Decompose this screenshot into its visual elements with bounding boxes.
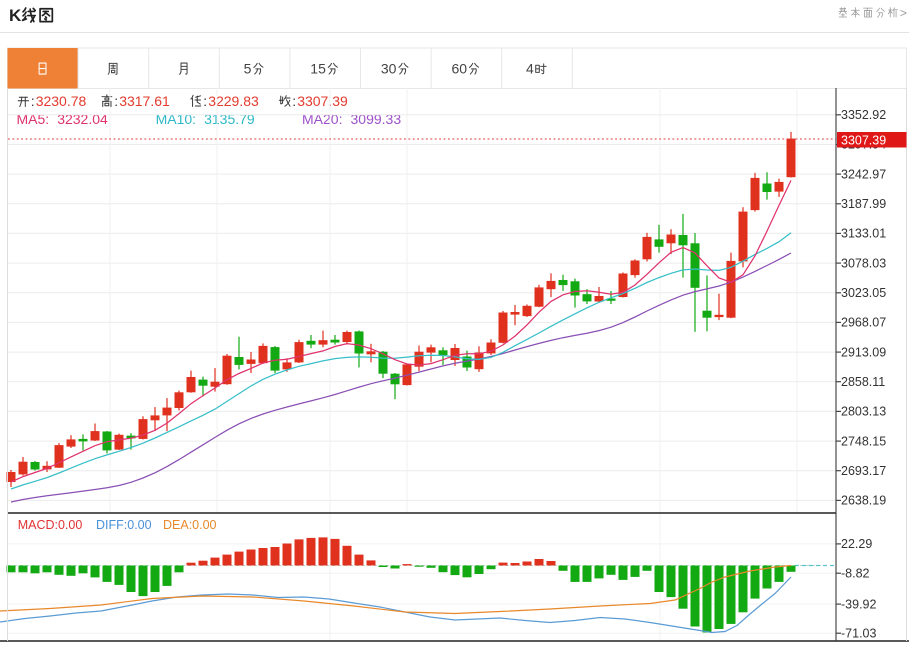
svg-text:5: 5 (244, 61, 252, 77)
svg-text:4: 4 (526, 61, 534, 77)
svg-text:>: > (900, 6, 907, 20)
svg-text:K: K (9, 6, 22, 25)
svg-text:DIFF:0.00: DIFF:0.00 (96, 518, 152, 532)
svg-text:3242.97: 3242.97 (841, 167, 886, 181)
svg-text:3229.83: 3229.83 (208, 93, 259, 109)
svg-text:MACD:0.00: MACD:0.00 (18, 518, 83, 532)
svg-text:3133.01: 3133.01 (841, 227, 886, 241)
svg-text::: : (114, 93, 118, 109)
svg-text:DEA:0.00: DEA:0.00 (163, 518, 217, 532)
svg-text:3078.03: 3078.03 (841, 256, 886, 270)
svg-text:2968.07: 2968.07 (841, 316, 886, 330)
svg-text:-8.82: -8.82 (841, 566, 870, 580)
svg-text:15: 15 (310, 61, 326, 77)
svg-text:3099.33: 3099.33 (351, 111, 402, 127)
svg-text:60: 60 (452, 61, 468, 77)
svg-text:MA10:: MA10: (156, 111, 196, 127)
svg-text:MA5:: MA5: (17, 111, 50, 127)
svg-text:2803.13: 2803.13 (841, 405, 886, 419)
svg-text:MA20:: MA20: (302, 111, 342, 127)
svg-text:-71.03: -71.03 (841, 626, 876, 640)
svg-text:2693.17: 2693.17 (841, 464, 886, 478)
svg-text:3352.92: 3352.92 (841, 108, 886, 122)
svg-text:3317.61: 3317.61 (119, 93, 170, 109)
svg-text::: : (203, 93, 207, 109)
svg-text:3307.39: 3307.39 (297, 93, 348, 109)
svg-text:3230.78: 3230.78 (36, 93, 87, 109)
svg-text:2638.19: 2638.19 (841, 494, 886, 508)
svg-text:3135.79: 3135.79 (204, 111, 255, 127)
svg-text:3023.05: 3023.05 (841, 286, 886, 300)
svg-text::: : (292, 93, 296, 109)
svg-text:2748.15: 2748.15 (841, 434, 886, 448)
svg-text:3187.99: 3187.99 (841, 197, 886, 211)
svg-text:3232.04: 3232.04 (57, 111, 108, 127)
svg-text:3307.39: 3307.39 (841, 133, 886, 147)
svg-text:2913.09: 2913.09 (841, 345, 886, 359)
svg-text::: : (31, 93, 35, 109)
svg-text:30: 30 (381, 61, 397, 77)
svg-text:-39.92: -39.92 (841, 597, 876, 611)
svg-text:2858.11: 2858.11 (841, 375, 885, 389)
svg-text:22.29: 22.29 (841, 537, 872, 551)
